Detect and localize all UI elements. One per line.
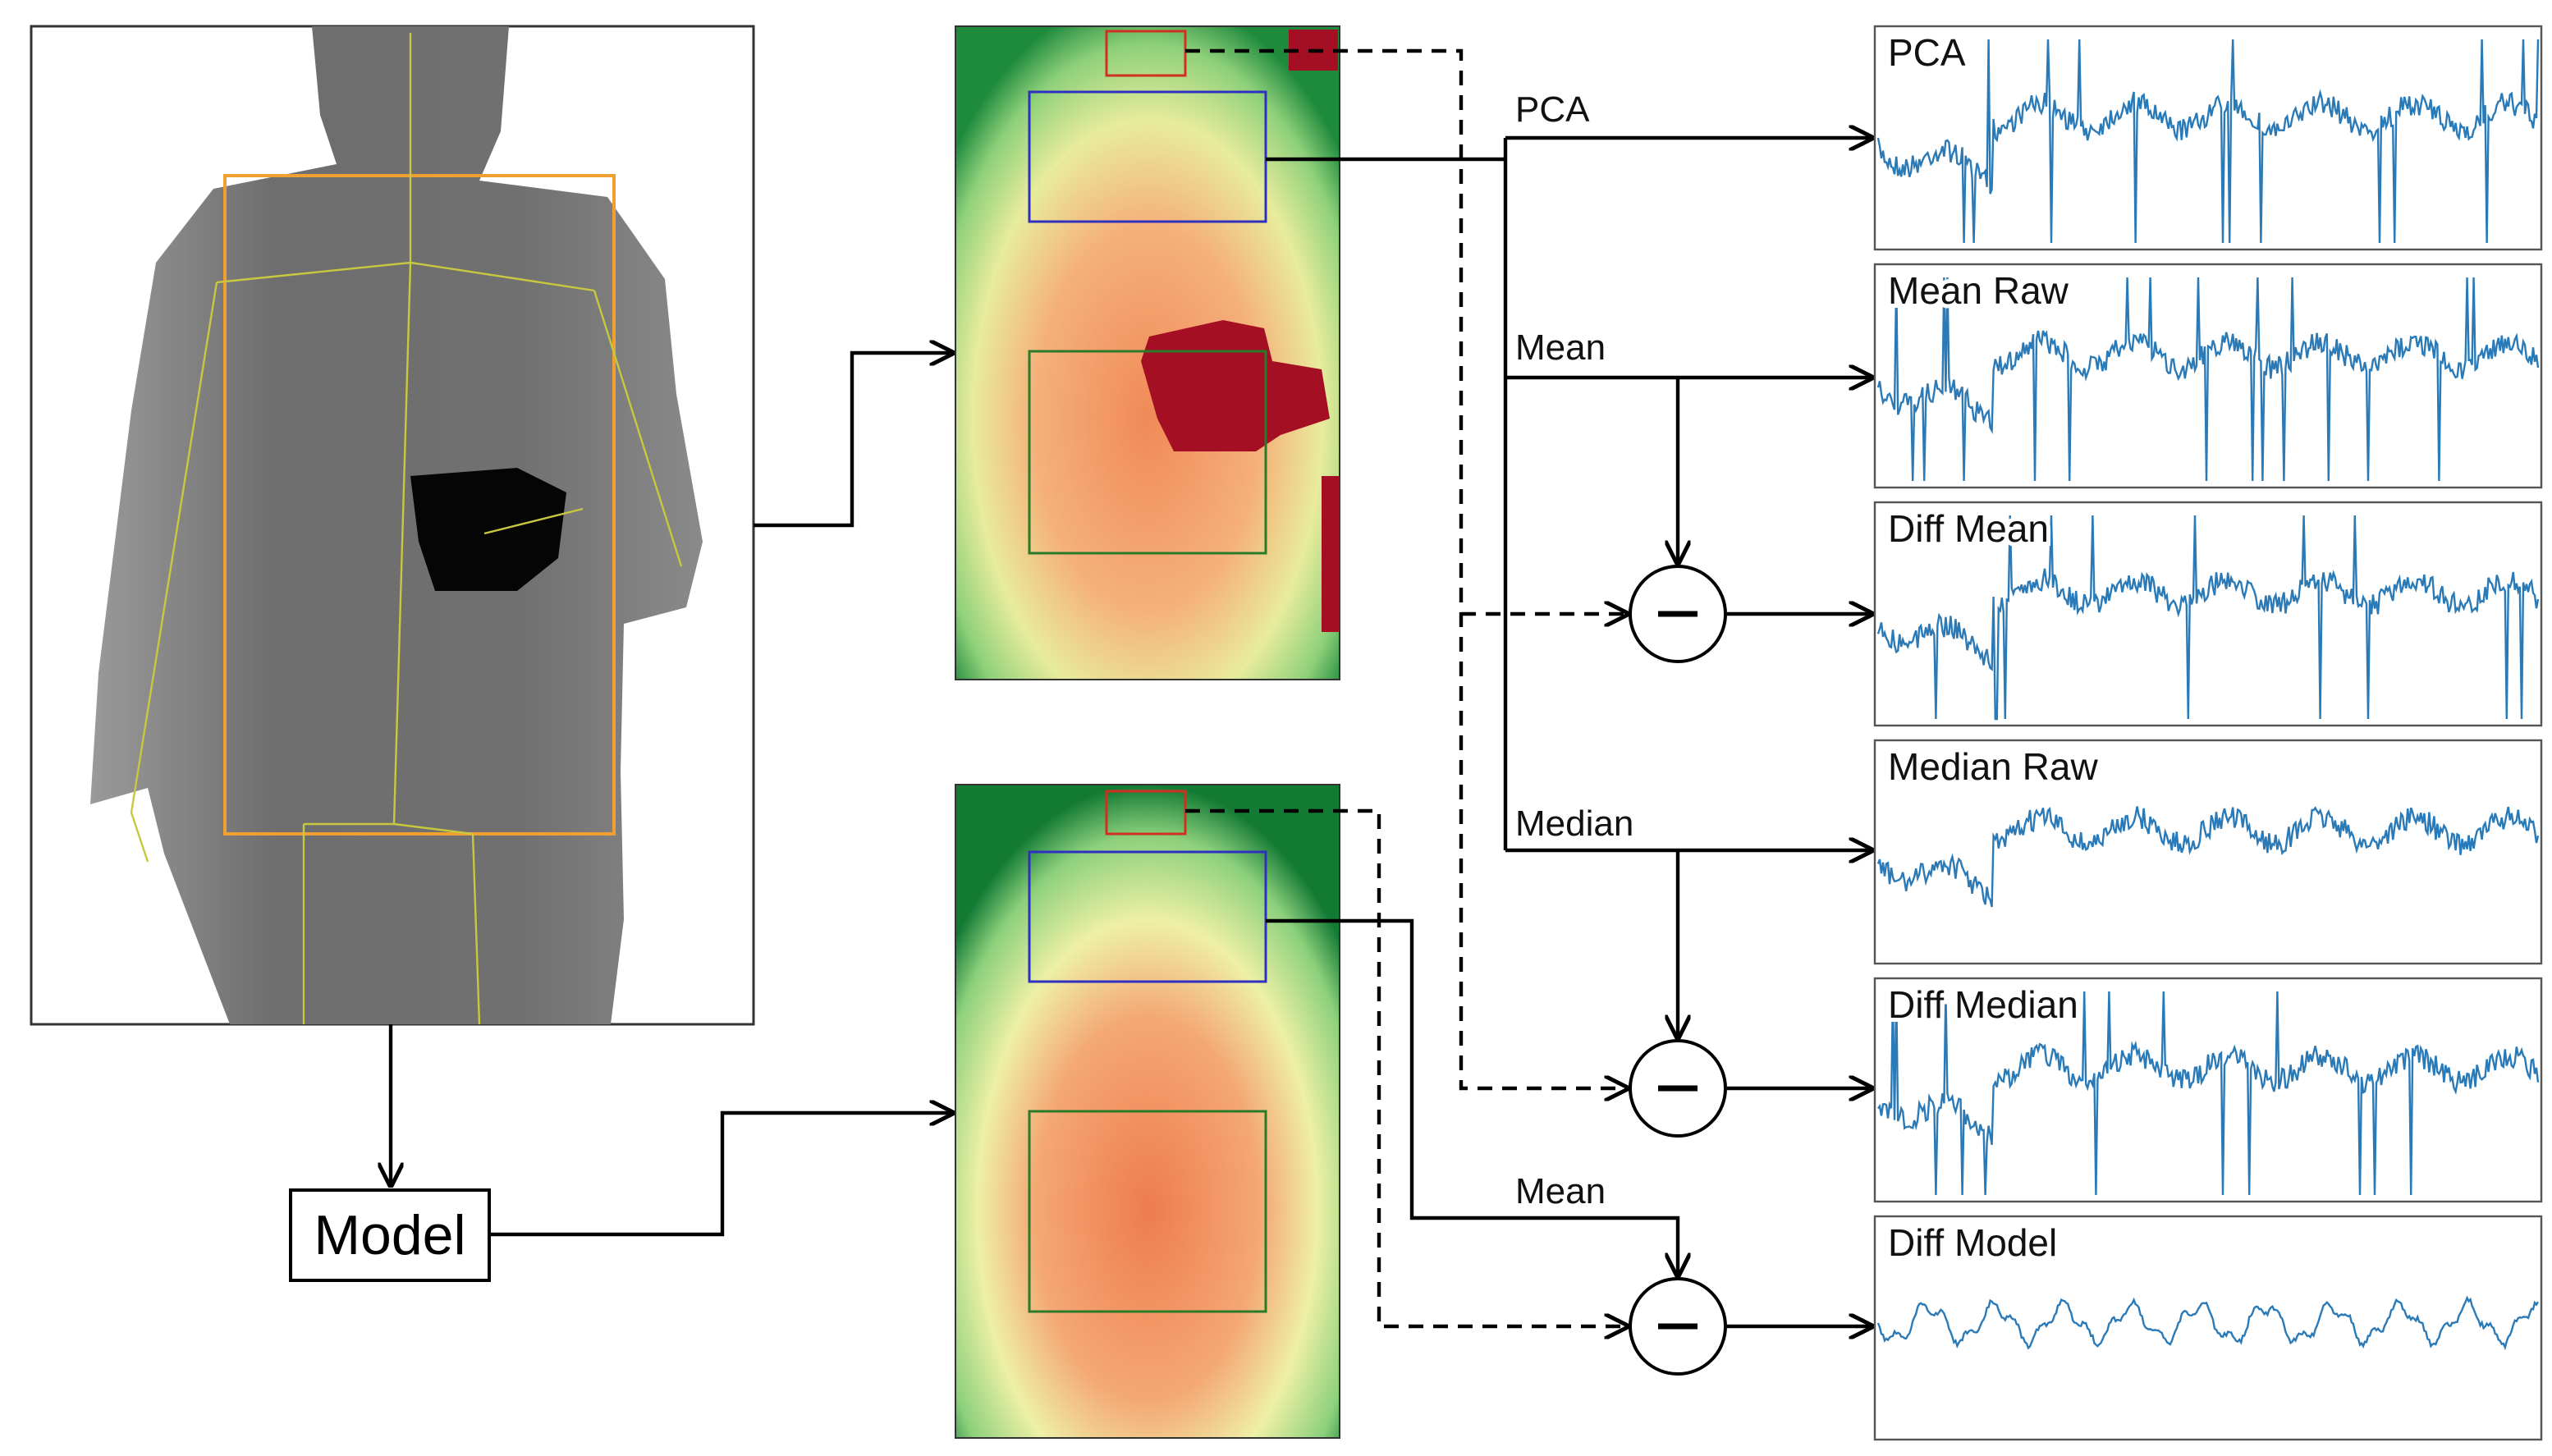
- plot-label: Mean Raw: [1888, 269, 2069, 312]
- plot-label: Median Raw: [1888, 745, 2098, 788]
- plot-frame: [1873, 739, 2543, 965]
- plot-label: Diff Mean: [1888, 507, 2049, 550]
- plot-label: Diff Model: [1888, 1221, 2057, 1264]
- depth-image: [30, 25, 755, 1026]
- model-label: Model: [314, 1204, 465, 1266]
- signal-plots: PCA Mean Raw Diff Mean Median Raw Diff Media…: [1873, 25, 2543, 1441]
- arrow-label: Median: [1515, 804, 1633, 844]
- connectors: [391, 48, 1872, 1326]
- signal: [1876, 277, 2540, 482]
- arrow-label: PCA: [1515, 89, 1590, 130]
- signal: [1876, 806, 2540, 908]
- plot-label: Diff Median: [1888, 983, 2078, 1026]
- arrow-label: Mean: [1515, 1171, 1606, 1211]
- model-box: [289, 1188, 491, 1282]
- plot-frame: [1873, 1215, 2543, 1441]
- heatmap-bottom: [955, 784, 1340, 1439]
- signal: [1876, 39, 2540, 244]
- plot-frame: [1873, 501, 2543, 727]
- heatmap-top: [955, 25, 1340, 680]
- subtract-nodes: [1629, 565, 1727, 1376]
- plot-frame: [1873, 25, 2543, 251]
- signal: [1877, 991, 2540, 1196]
- signal: [1876, 1295, 2540, 1351]
- arrow-label: Mean: [1515, 327, 1606, 368]
- plot-label: PCA: [1888, 31, 1966, 74]
- signal: [1876, 515, 2540, 721]
